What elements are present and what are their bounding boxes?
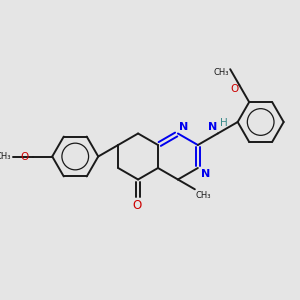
Text: CH₃: CH₃ — [196, 191, 211, 200]
Text: CH₃: CH₃ — [214, 68, 229, 77]
Text: N: N — [208, 122, 217, 133]
Text: H: H — [220, 118, 227, 128]
Text: O: O — [20, 152, 29, 161]
Text: O: O — [133, 199, 142, 212]
Text: N: N — [201, 169, 210, 179]
Text: N: N — [179, 122, 188, 133]
Text: O: O — [230, 84, 238, 94]
Text: CH₃: CH₃ — [0, 152, 11, 161]
